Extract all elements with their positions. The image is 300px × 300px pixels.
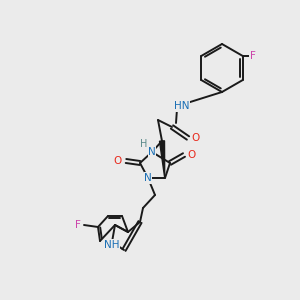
Text: NH: NH xyxy=(104,240,120,250)
Text: N: N xyxy=(144,173,152,183)
Text: N: N xyxy=(148,147,156,157)
Text: F: F xyxy=(75,220,81,230)
Text: O: O xyxy=(188,150,196,160)
Polygon shape xyxy=(160,141,165,178)
Text: HN: HN xyxy=(174,101,190,111)
Text: O: O xyxy=(192,133,200,143)
Text: O: O xyxy=(114,156,122,166)
Text: F: F xyxy=(250,51,256,61)
Text: H: H xyxy=(140,139,148,149)
